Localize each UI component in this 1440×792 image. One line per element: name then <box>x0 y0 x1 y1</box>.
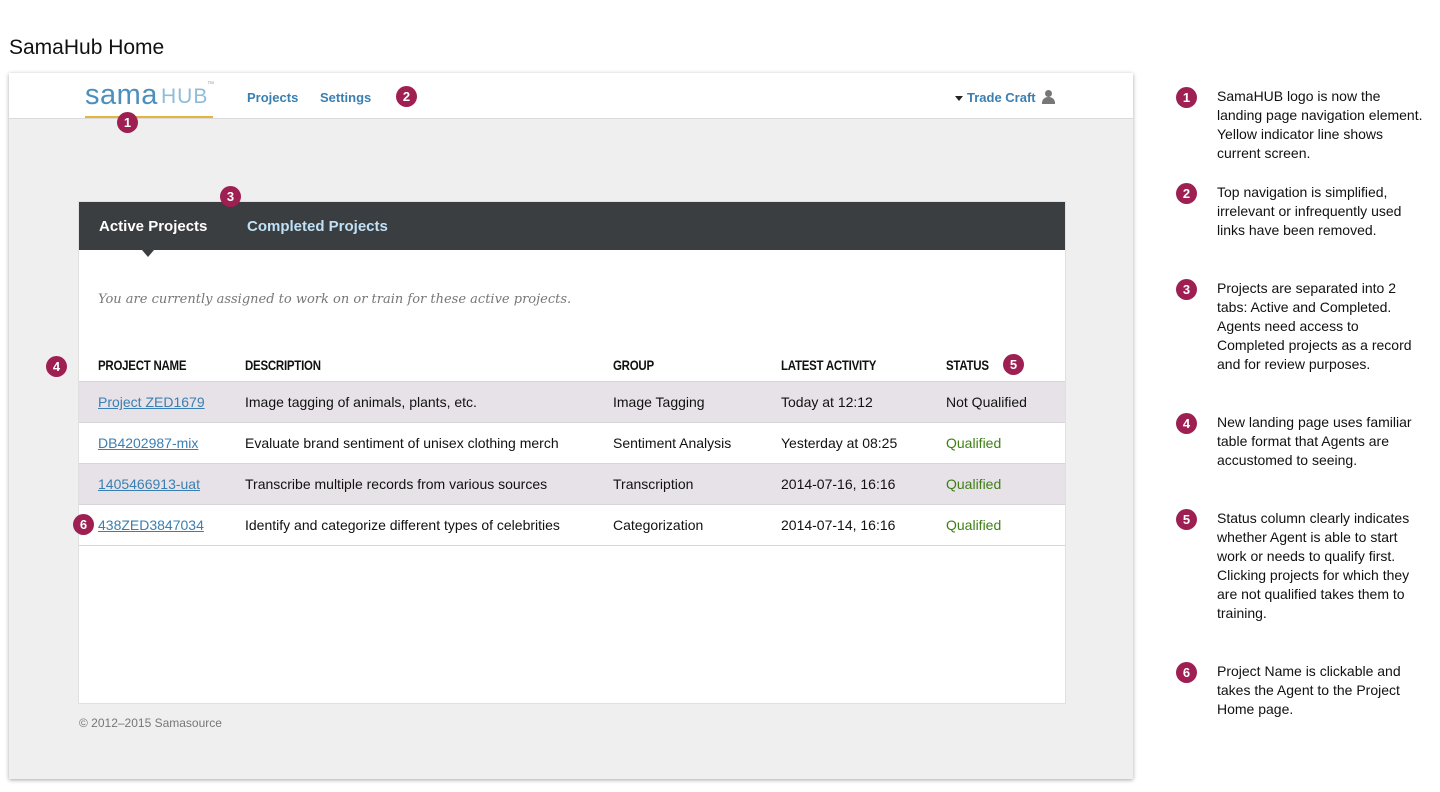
annotation-badge: 5 <box>1003 354 1024 375</box>
project-status: Qualified <box>946 476 1002 492</box>
nav-projects-link[interactable]: Projects <box>247 90 299 105</box>
note-badge: 1 <box>1176 87 1197 108</box>
table-row: DB4202987-mix Evaluate brand sentiment o… <box>79 422 1065 463</box>
table-bottom-border <box>79 545 1065 546</box>
caret-down-icon <box>955 96 963 102</box>
project-latest-activity: Today at 12:12 <box>781 394 873 410</box>
note-text: New landing page uses familiar table for… <box>1217 414 1412 468</box>
annotation-badge: 2 <box>396 86 417 107</box>
project-description: Evaluate brand sentiment of unisex cloth… <box>245 435 559 451</box>
project-status: Not Qualified <box>946 394 1027 410</box>
note-badge: 5 <box>1176 509 1197 530</box>
annotation-badge: 6 <box>73 514 94 535</box>
project-latest-activity: Yesterday at 08:25 <box>781 435 898 451</box>
project-name-link[interactable]: Project ZED1679 <box>98 394 205 410</box>
project-latest-activity: 2014-07-14, 16:16 <box>781 517 896 533</box>
note-badge: 6 <box>1176 662 1197 683</box>
note-text: SamaHUB logo is now the landing page nav… <box>1217 88 1423 161</box>
table-row: 438ZED3847034 Identify and categorize di… <box>79 504 1065 545</box>
nav-settings-link[interactable]: Settings <box>320 90 372 105</box>
note-text: Top navigation is simplified, irrelevant… <box>1217 184 1402 238</box>
project-description: Transcribe multiple records from various… <box>245 476 548 492</box>
project-group: Transcription <box>613 476 694 492</box>
project-description: Identify and categorize different types … <box>245 517 560 533</box>
annotation-badge: 3 <box>220 186 241 207</box>
logo-trademark: ™ <box>207 81 214 88</box>
user-icon <box>1041 90 1055 104</box>
project-group: Image Tagging <box>613 394 705 410</box>
project-name-link[interactable]: 1405466913-uat <box>98 476 200 492</box>
user-menu[interactable]: Trade Craft <box>955 90 1055 105</box>
project-group: Categorization <box>613 517 704 533</box>
note-badge: 2 <box>1176 183 1197 204</box>
table-row: 1405466913-uat Transcribe multiple recor… <box>79 463 1065 504</box>
header-status: STATUS <box>946 357 989 373</box>
samahub-logo[interactable]: sama HUB ™ <box>85 79 214 118</box>
note-text: Project Name is clickable and takes the … <box>1217 663 1401 717</box>
header-description: DESCRIPTION <box>245 357 321 373</box>
logo-sama-text: sama <box>85 79 158 111</box>
header-project-name: PROJECT NAME <box>98 357 187 373</box>
intro-text: You are currently assigned to work on or… <box>98 292 572 307</box>
project-name-link[interactable]: 438ZED3847034 <box>98 517 204 533</box>
annotation-badge: 4 <box>46 356 67 377</box>
annotation-badge: 1 <box>117 112 138 133</box>
note-badge: 4 <box>1176 413 1197 434</box>
top-navigation-bar: sama HUB ™ Projects Settings Trade Craft <box>9 73 1133 119</box>
projects-card: Active Projects Completed Projects You a… <box>78 201 1066 704</box>
user-name: Trade Craft <box>967 90 1036 105</box>
header-group: GROUP <box>613 357 654 373</box>
app-window: sama HUB ™ Projects Settings Trade Craft… <box>9 73 1133 779</box>
page-title: SamaHub Home <box>9 36 165 59</box>
header-latest-activity: LATEST ACTIVITY <box>781 357 877 373</box>
logo-hub-text: HUB <box>161 85 209 108</box>
active-tab-indicator <box>142 250 154 257</box>
project-group: Sentiment Analysis <box>613 435 732 451</box>
table-row: Project ZED1679 Image tagging of animals… <box>79 381 1065 422</box>
note-text: Status column clearly indicates whether … <box>1217 510 1410 621</box>
project-description: Image tagging of animals, plants, etc. <box>245 394 477 410</box>
project-tabs: Active Projects Completed Projects <box>79 202 1065 250</box>
project-status: Qualified <box>946 435 1002 451</box>
project-latest-activity: 2014-07-16, 16:16 <box>781 476 896 492</box>
project-name-link[interactable]: DB4202987-mix <box>98 435 199 451</box>
tab-completed-projects[interactable]: Completed Projects <box>247 218 388 235</box>
note-badge: 3 <box>1176 279 1197 300</box>
tab-active-projects[interactable]: Active Projects <box>99 218 208 235</box>
note-text: Projects are separated into 2 tabs: Acti… <box>1217 280 1412 372</box>
footer-copyright: © 2012–2015 Samasource <box>79 716 222 730</box>
project-status: Qualified <box>946 517 1002 533</box>
